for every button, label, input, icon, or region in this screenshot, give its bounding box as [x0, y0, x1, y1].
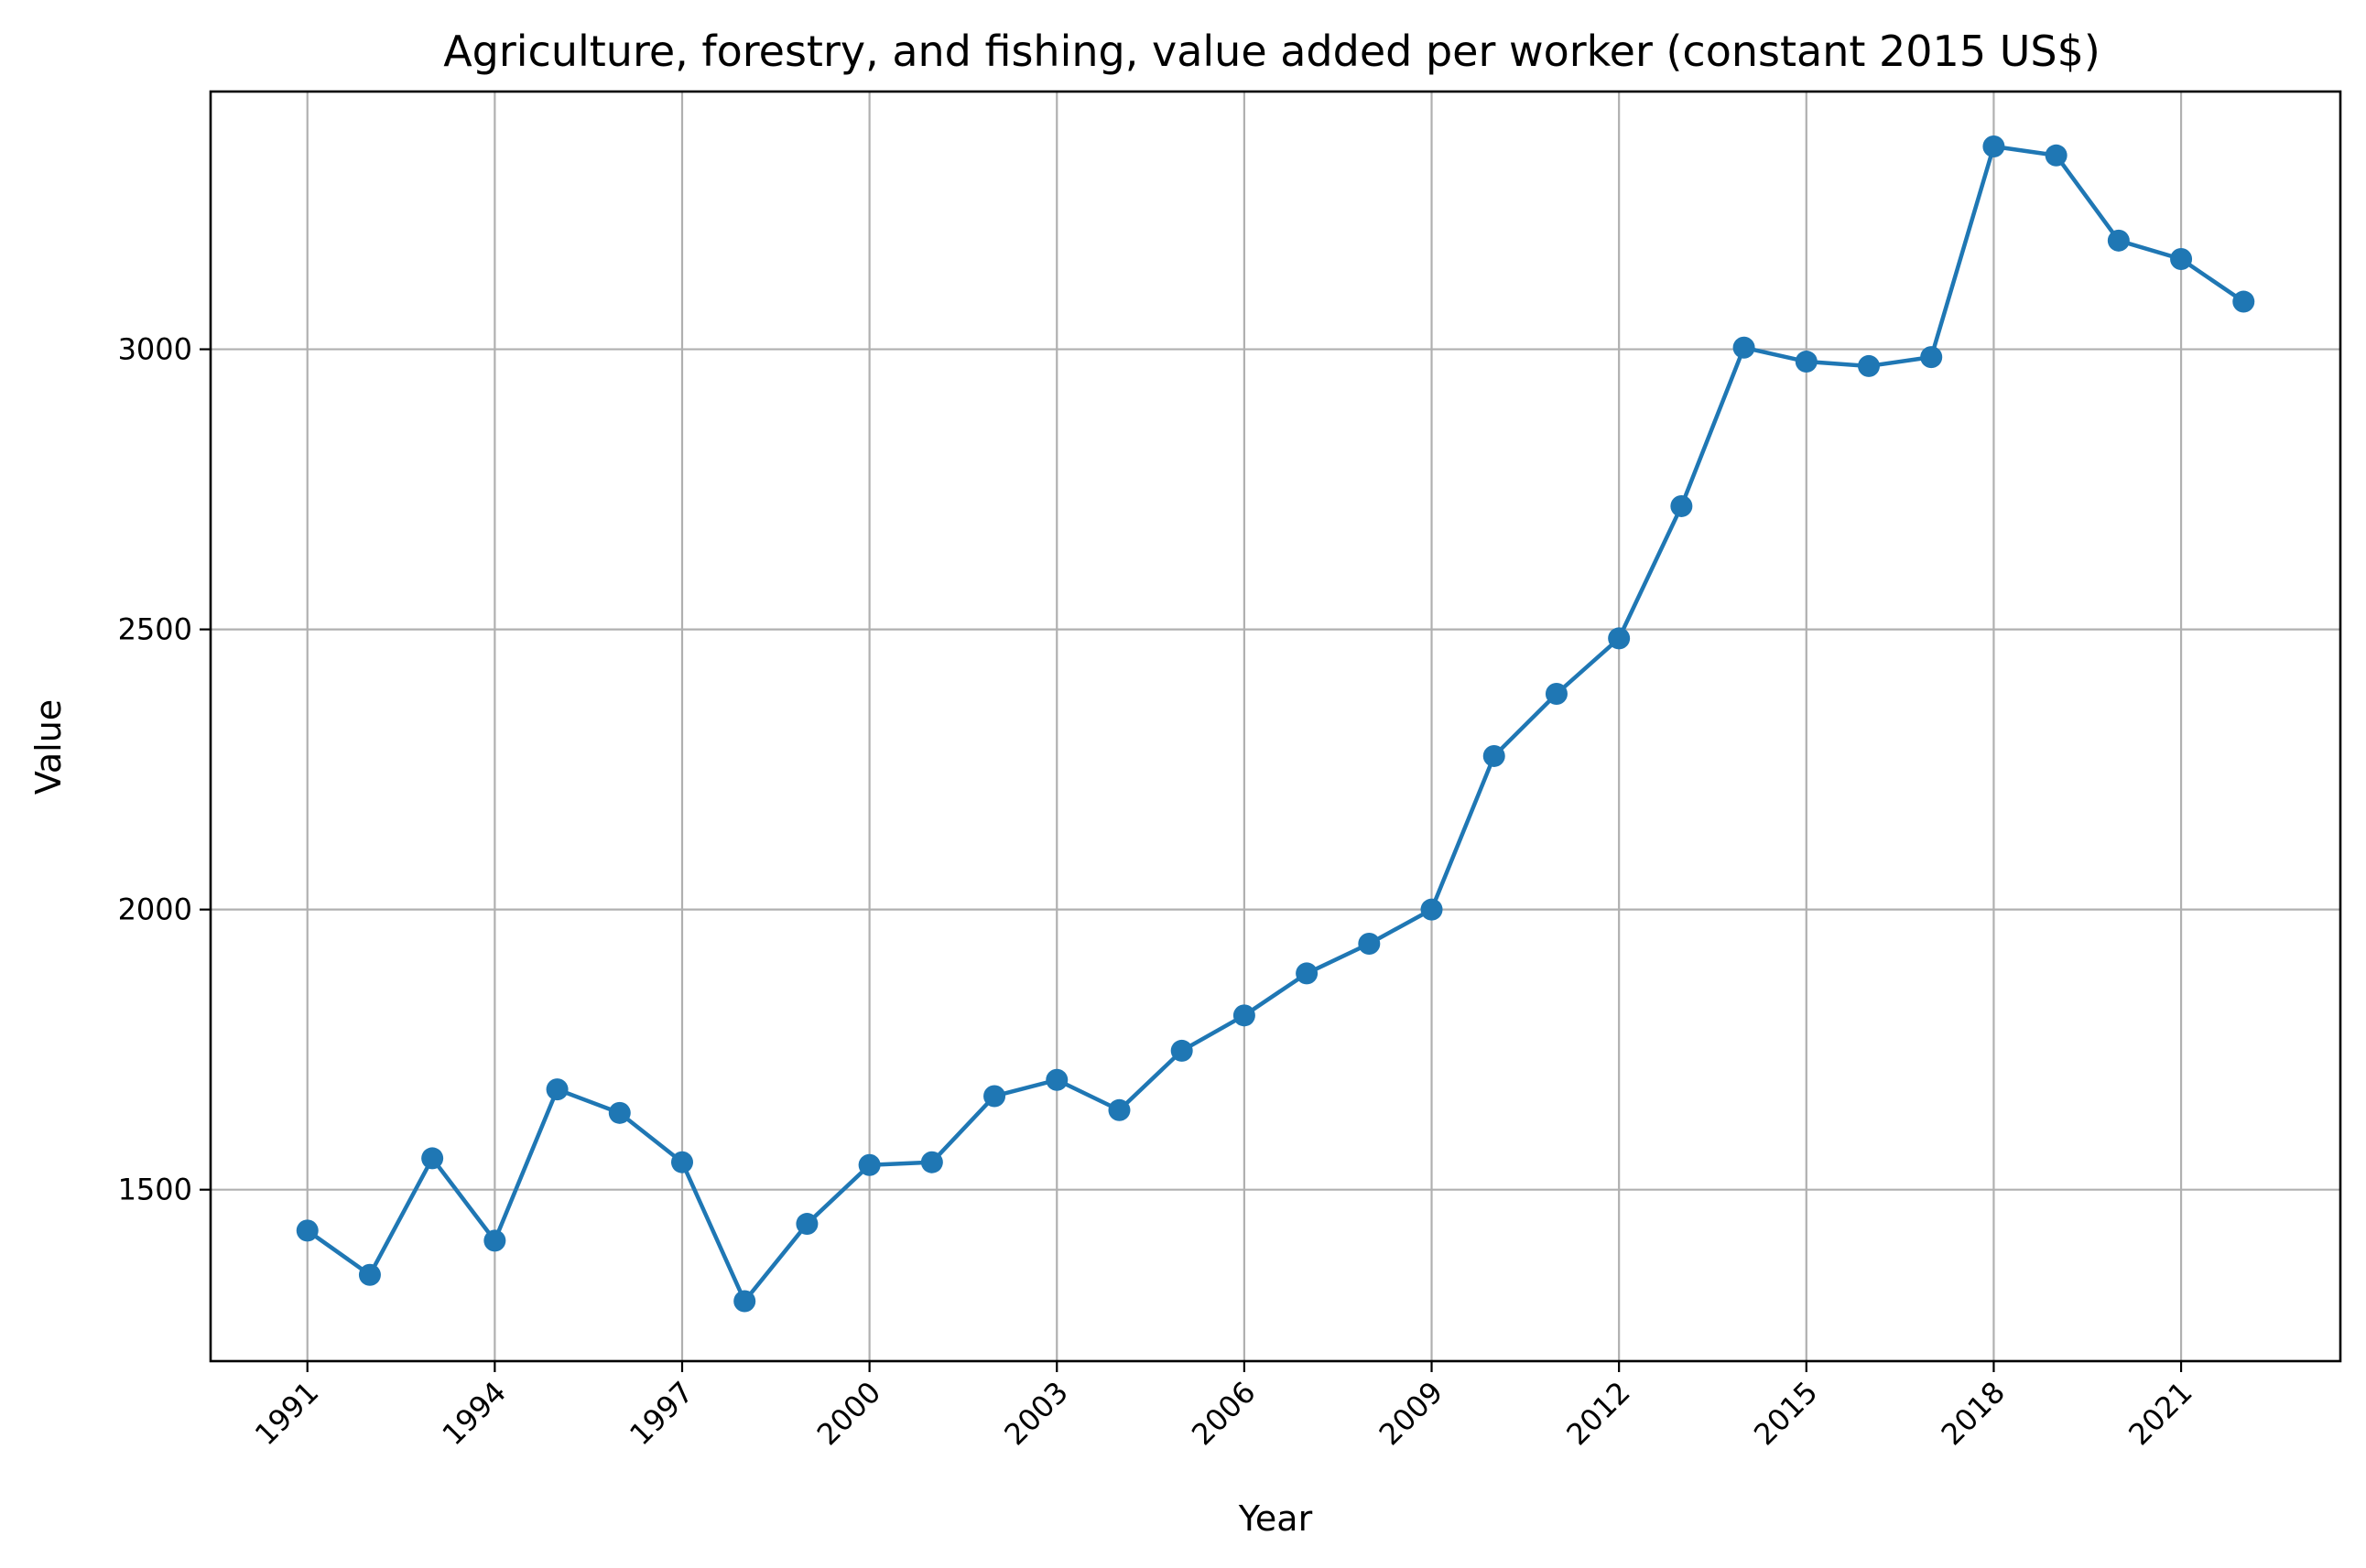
data-point — [1795, 351, 1818, 373]
data-point — [1046, 1068, 1069, 1091]
data-point — [1420, 898, 1443, 921]
y-axis-label: Value — [28, 699, 69, 795]
data-point — [1170, 1039, 1193, 1062]
data-point — [920, 1151, 943, 1173]
y-tick-label: 3000 — [118, 332, 192, 367]
x-tick-label: 2006 — [1185, 1375, 1262, 1452]
x-tick-label: 2000 — [810, 1375, 887, 1452]
tick-layer: 1991 1994 1997 2000 2003 2006 2009 2012 2015 2018… — [118, 332, 2199, 1453]
data-point — [1482, 744, 1505, 767]
series-line — [306, 144, 2245, 1303]
data-point — [608, 1101, 631, 1124]
plot-frame — [209, 90, 2342, 1363]
data-point — [421, 1147, 444, 1170]
data-point — [1670, 494, 1693, 517]
data-point — [2232, 290, 2255, 313]
data-point — [1545, 682, 1568, 705]
x-tick-label: 2021 — [2122, 1375, 2198, 1452]
x-tick-label: 1991 — [248, 1375, 325, 1452]
chart-title: Agriculture, forestry, and fishing, valu… — [443, 27, 2100, 76]
grid-layer — [211, 92, 2340, 1361]
y-tick-label: 1500 — [118, 1173, 192, 1207]
x-tick-label: 2015 — [1747, 1375, 1824, 1452]
data-point — [796, 1213, 819, 1236]
data-point — [1358, 932, 1381, 955]
x-tick-label: 1994 — [436, 1375, 513, 1452]
x-tick-label: 1997 — [623, 1375, 700, 1452]
data-point — [2045, 144, 2068, 167]
data-point — [858, 1153, 881, 1176]
x-tick-label: 2018 — [1935, 1375, 2012, 1452]
series-layer — [296, 135, 2255, 1313]
data-point — [1296, 962, 1319, 985]
data-point — [670, 1151, 693, 1173]
x-tick-label: 2009 — [1373, 1375, 1449, 1452]
x-tick-label: 2012 — [1559, 1375, 1636, 1452]
data-point — [733, 1290, 756, 1313]
data-point — [2170, 248, 2193, 271]
data-point — [1920, 346, 1943, 369]
data-point — [1982, 135, 2005, 157]
data-point — [546, 1078, 569, 1101]
data-point — [483, 1229, 506, 1252]
x-axis-label: Year — [1238, 1498, 1313, 1539]
data-point — [1608, 627, 1631, 650]
data-point — [1858, 354, 1881, 377]
data-point — [296, 1219, 319, 1242]
y-tick-label: 2000 — [118, 892, 192, 927]
data-point — [1232, 1004, 1255, 1027]
data-point — [983, 1085, 1006, 1108]
data-point — [2107, 229, 2130, 252]
x-tick-label: 2003 — [997, 1375, 1074, 1452]
data-point — [358, 1263, 381, 1286]
data-point — [1732, 336, 1755, 359]
data-point — [1108, 1098, 1131, 1121]
y-tick-label: 2500 — [118, 612, 192, 647]
